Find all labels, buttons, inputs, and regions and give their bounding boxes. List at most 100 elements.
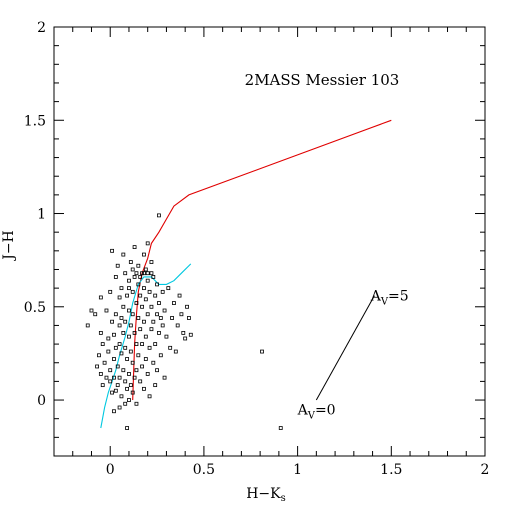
data-point	[117, 405, 122, 410]
curves	[100, 119, 392, 429]
chart-title: 2MASS Messier 103	[245, 71, 400, 89]
data-point	[136, 353, 141, 358]
data-point	[113, 312, 118, 317]
data-point	[177, 293, 182, 298]
data-point	[100, 342, 105, 346]
data-point	[125, 293, 129, 298]
data-point	[138, 327, 143, 332]
data-point	[132, 245, 137, 249]
extinction-label: AV=0	[297, 402, 336, 421]
data-point	[117, 295, 122, 300]
data-point	[132, 375, 137, 380]
data-point	[106, 349, 111, 354]
data-point	[147, 289, 152, 294]
data-point	[89, 308, 94, 313]
data-point	[112, 409, 116, 414]
data-point	[151, 319, 156, 324]
data-point	[97, 353, 101, 358]
data-point	[157, 330, 161, 335]
data-point	[121, 304, 126, 309]
data-point	[130, 312, 135, 317]
extinction-label-value: =5	[388, 289, 409, 305]
data-point	[181, 330, 186, 335]
data-point	[158, 353, 163, 358]
data-point	[100, 383, 105, 388]
extinction-label: AV=5	[370, 289, 409, 308]
data-point	[157, 301, 161, 305]
data-point	[134, 401, 139, 406]
y-tick-label: 0.5	[24, 300, 46, 316]
data-point	[121, 368, 126, 373]
extinction-label-main: A	[370, 289, 382, 305]
data-point	[125, 386, 129, 391]
data-point	[140, 364, 144, 369]
data-point	[143, 334, 148, 339]
plot-frame	[53, 26, 486, 457]
data-point	[160, 323, 165, 328]
data-point	[117, 375, 122, 380]
data-point	[98, 330, 103, 335]
data-point	[113, 388, 118, 393]
data-point	[173, 349, 178, 354]
data-point	[278, 426, 283, 430]
data-point	[136, 316, 141, 320]
data-point	[188, 332, 193, 337]
data-point	[145, 241, 150, 246]
data-point	[108, 379, 113, 384]
data-point	[155, 368, 159, 373]
data-point	[136, 282, 141, 287]
data-point	[142, 252, 146, 257]
data-point	[138, 379, 143, 384]
data-point	[119, 316, 124, 320]
data-point	[95, 364, 99, 369]
data-point	[125, 357, 129, 361]
data-point	[128, 349, 133, 354]
extinction-label-subscript: V	[307, 410, 316, 421]
data-point	[128, 323, 133, 328]
data-point	[115, 263, 120, 268]
data-point	[140, 304, 144, 309]
data-point	[149, 260, 154, 264]
x-tick-label: 2	[481, 462, 490, 478]
data-point	[168, 345, 173, 350]
data-point	[183, 336, 188, 341]
data-point	[153, 342, 158, 346]
data-point	[151, 275, 156, 279]
extinction-label-subscript: V	[380, 297, 389, 308]
data-point	[142, 271, 146, 276]
data-point	[134, 368, 139, 373]
x-tick-label: 1.5	[380, 462, 402, 478]
data-point	[127, 398, 131, 402]
data-point	[128, 383, 133, 388]
data-point	[113, 275, 118, 279]
data-point	[85, 323, 90, 328]
data-point	[142, 319, 146, 324]
data-point	[127, 372, 131, 376]
data-point	[110, 319, 114, 324]
data-point	[138, 275, 143, 279]
data-point	[93, 312, 98, 317]
data-point	[136, 263, 141, 268]
x-axis-label-main: H−K	[246, 486, 281, 502]
data-point	[151, 360, 156, 365]
extinction-label-main: A	[297, 402, 309, 418]
data-point	[143, 267, 148, 272]
giant-branch-line	[132, 119, 392, 401]
data-point	[149, 327, 154, 332]
data-point	[123, 319, 128, 324]
data-point	[155, 282, 159, 287]
data-point	[145, 271, 150, 276]
data-point	[117, 342, 122, 346]
data-point	[110, 390, 114, 395]
data-point	[162, 308, 167, 313]
data-point	[142, 386, 146, 391]
data-point	[98, 295, 103, 300]
data-point	[115, 383, 120, 388]
data-point	[187, 316, 191, 320]
data-point	[98, 372, 103, 376]
data-point	[172, 301, 176, 305]
data-point	[143, 297, 148, 302]
axis-ticks	[53, 26, 486, 457]
